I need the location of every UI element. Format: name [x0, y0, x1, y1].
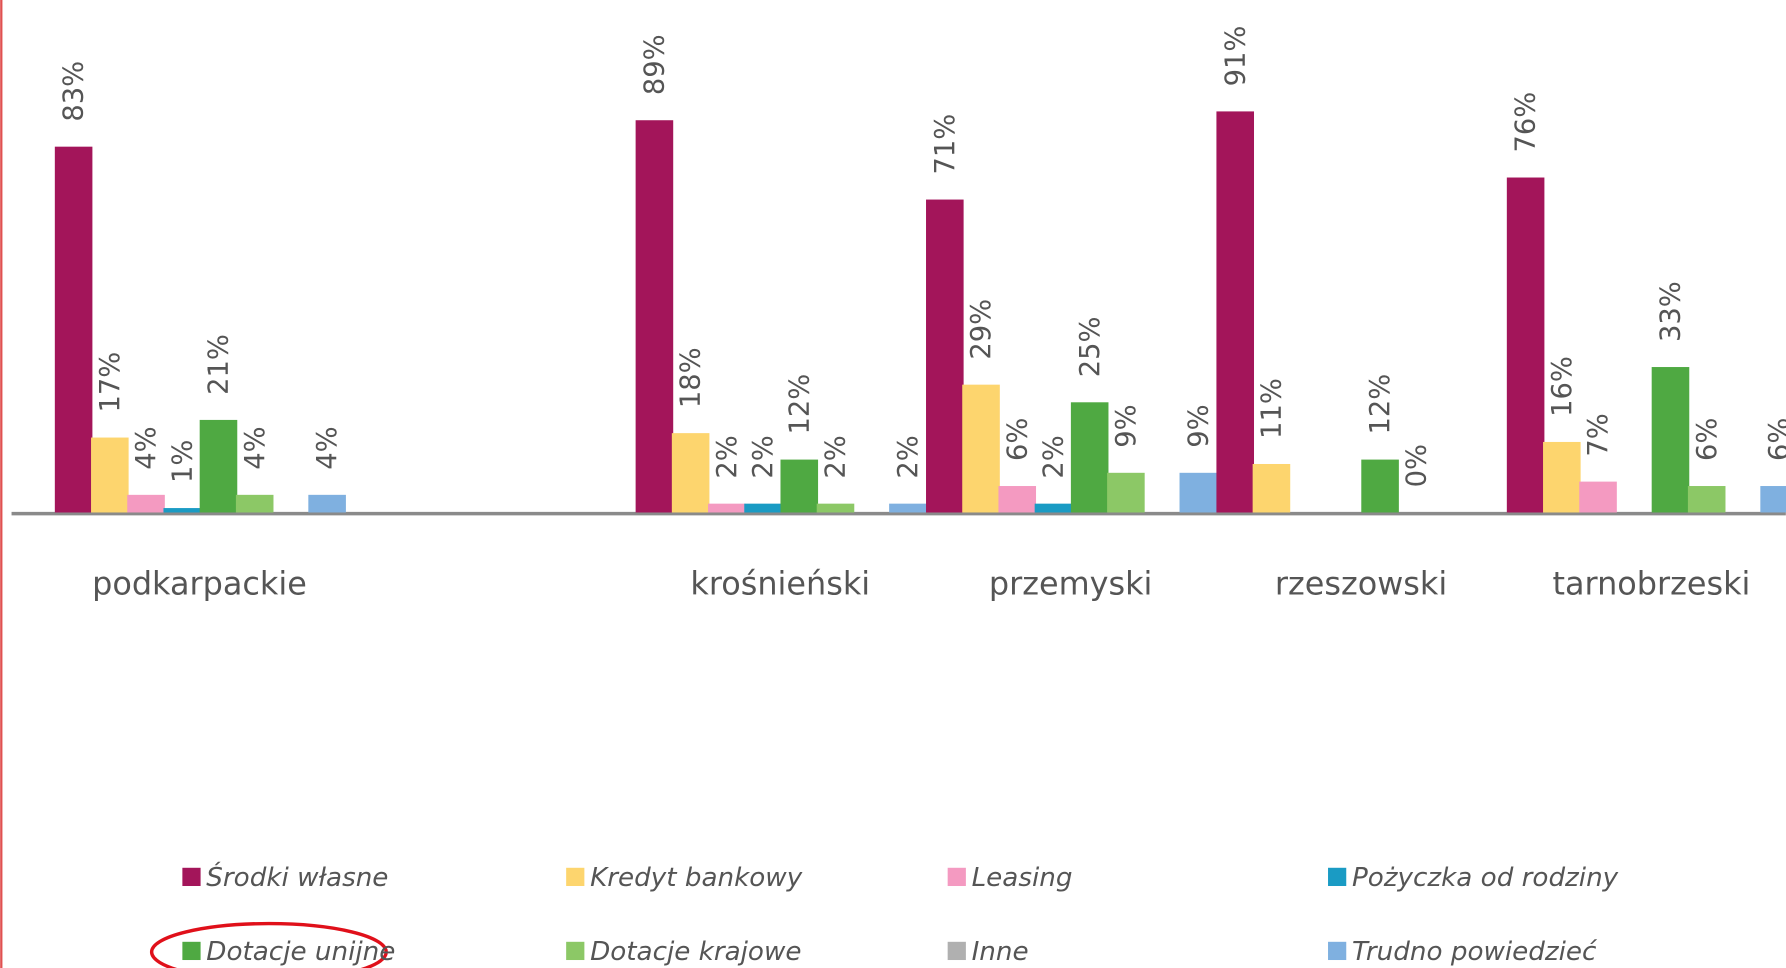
data-label: 6%: [1764, 418, 1786, 461]
bar: [1687, 486, 1726, 513]
bar: [816, 503, 855, 513]
x-tick-label: tarnobrzeski: [1553, 564, 1751, 602]
bar: [127, 494, 165, 513]
legend-swatch: [947, 867, 966, 887]
bar: [708, 503, 746, 513]
bar: [1034, 503, 1073, 513]
bar: [235, 494, 274, 513]
legend-label: Dotacje krajowe: [590, 937, 801, 967]
highlight-circle: [149, 921, 388, 968]
data-label: 12%: [784, 374, 815, 435]
data-label: 21%: [204, 334, 235, 395]
x-tick-label: rzeszowski: [1275, 564, 1447, 602]
data-label: 9%: [1183, 404, 1214, 447]
data-label: 7%: [1583, 413, 1614, 456]
data-label: 83%: [59, 61, 90, 122]
legend-label: Pożyczka od rodziny: [1352, 863, 1619, 893]
data-label: 76%: [1511, 92, 1542, 153]
bar: [671, 433, 710, 513]
data-label: 4%: [131, 426, 162, 469]
data-label: 2%: [893, 435, 924, 478]
data-label: 89%: [640, 34, 671, 95]
bar: [163, 508, 202, 513]
x-tick-label: krośnieński: [690, 564, 870, 602]
legend-swatch: [1328, 941, 1347, 961]
bar: [1506, 177, 1545, 513]
data-label: 4%: [312, 426, 343, 469]
bar: [1070, 402, 1109, 513]
data-label: 4%: [240, 426, 271, 469]
legend-label: Leasing: [972, 863, 1073, 893]
bar: [744, 503, 782, 513]
bar: [1107, 472, 1145, 513]
data-label: 12%: [1365, 374, 1396, 435]
bar: [308, 494, 346, 513]
bar: [1579, 481, 1617, 513]
data-label: 91%: [1220, 26, 1251, 87]
data-label: 2%: [712, 435, 743, 478]
bar: [889, 503, 927, 513]
legend-label: Kredyt bankowy: [590, 863, 803, 893]
bar: [635, 120, 674, 513]
data-label: 11%: [1257, 378, 1288, 439]
data-label: 6%: [1692, 418, 1723, 461]
legend-swatch: [182, 941, 201, 961]
x-tick-label: podkarpackie: [92, 564, 307, 602]
data-label: 1%: [167, 440, 198, 483]
bar: [998, 486, 1037, 513]
data-label: 0%: [1401, 444, 1432, 487]
bar: [1361, 459, 1399, 513]
data-label: 2%: [1039, 435, 1070, 478]
data-label: 2%: [748, 435, 779, 478]
legend-label: Trudno powiedzieć: [1352, 937, 1598, 967]
bar: [54, 146, 93, 513]
legend-swatch: [182, 867, 201, 887]
bar: [926, 199, 964, 513]
legend-swatch: [1328, 867, 1347, 887]
bar: [1760, 486, 1786, 513]
x-tick-label: przemyski: [989, 564, 1153, 602]
data-label: 33%: [1656, 281, 1687, 342]
legend-label: Inne: [972, 937, 1029, 967]
legend-label: Dotacje unijne: [206, 937, 395, 967]
legend-swatch: [566, 941, 585, 961]
bar: [1179, 472, 1218, 513]
bar: [199, 419, 238, 513]
data-label: 29%: [966, 299, 997, 360]
data-label: 2%: [821, 435, 852, 478]
legend-swatch: [566, 867, 585, 887]
legend-swatch: [947, 941, 966, 961]
bar: [1252, 463, 1291, 513]
data-label: 71%: [930, 114, 961, 175]
bar: [1651, 367, 1690, 513]
data-label: 9%: [1111, 404, 1142, 447]
bar: [1543, 441, 1581, 513]
bar: [962, 384, 1000, 513]
legend-label: Środki własne: [206, 861, 388, 893]
data-label: 18%: [676, 347, 707, 408]
bar: [780, 459, 819, 513]
bar: [1216, 111, 1255, 513]
bar: [91, 437, 129, 513]
data-label: 17%: [95, 352, 126, 413]
data-label: 6%: [1002, 418, 1033, 461]
data-label: 25%: [1075, 316, 1106, 377]
data-label: 16%: [1547, 356, 1578, 417]
